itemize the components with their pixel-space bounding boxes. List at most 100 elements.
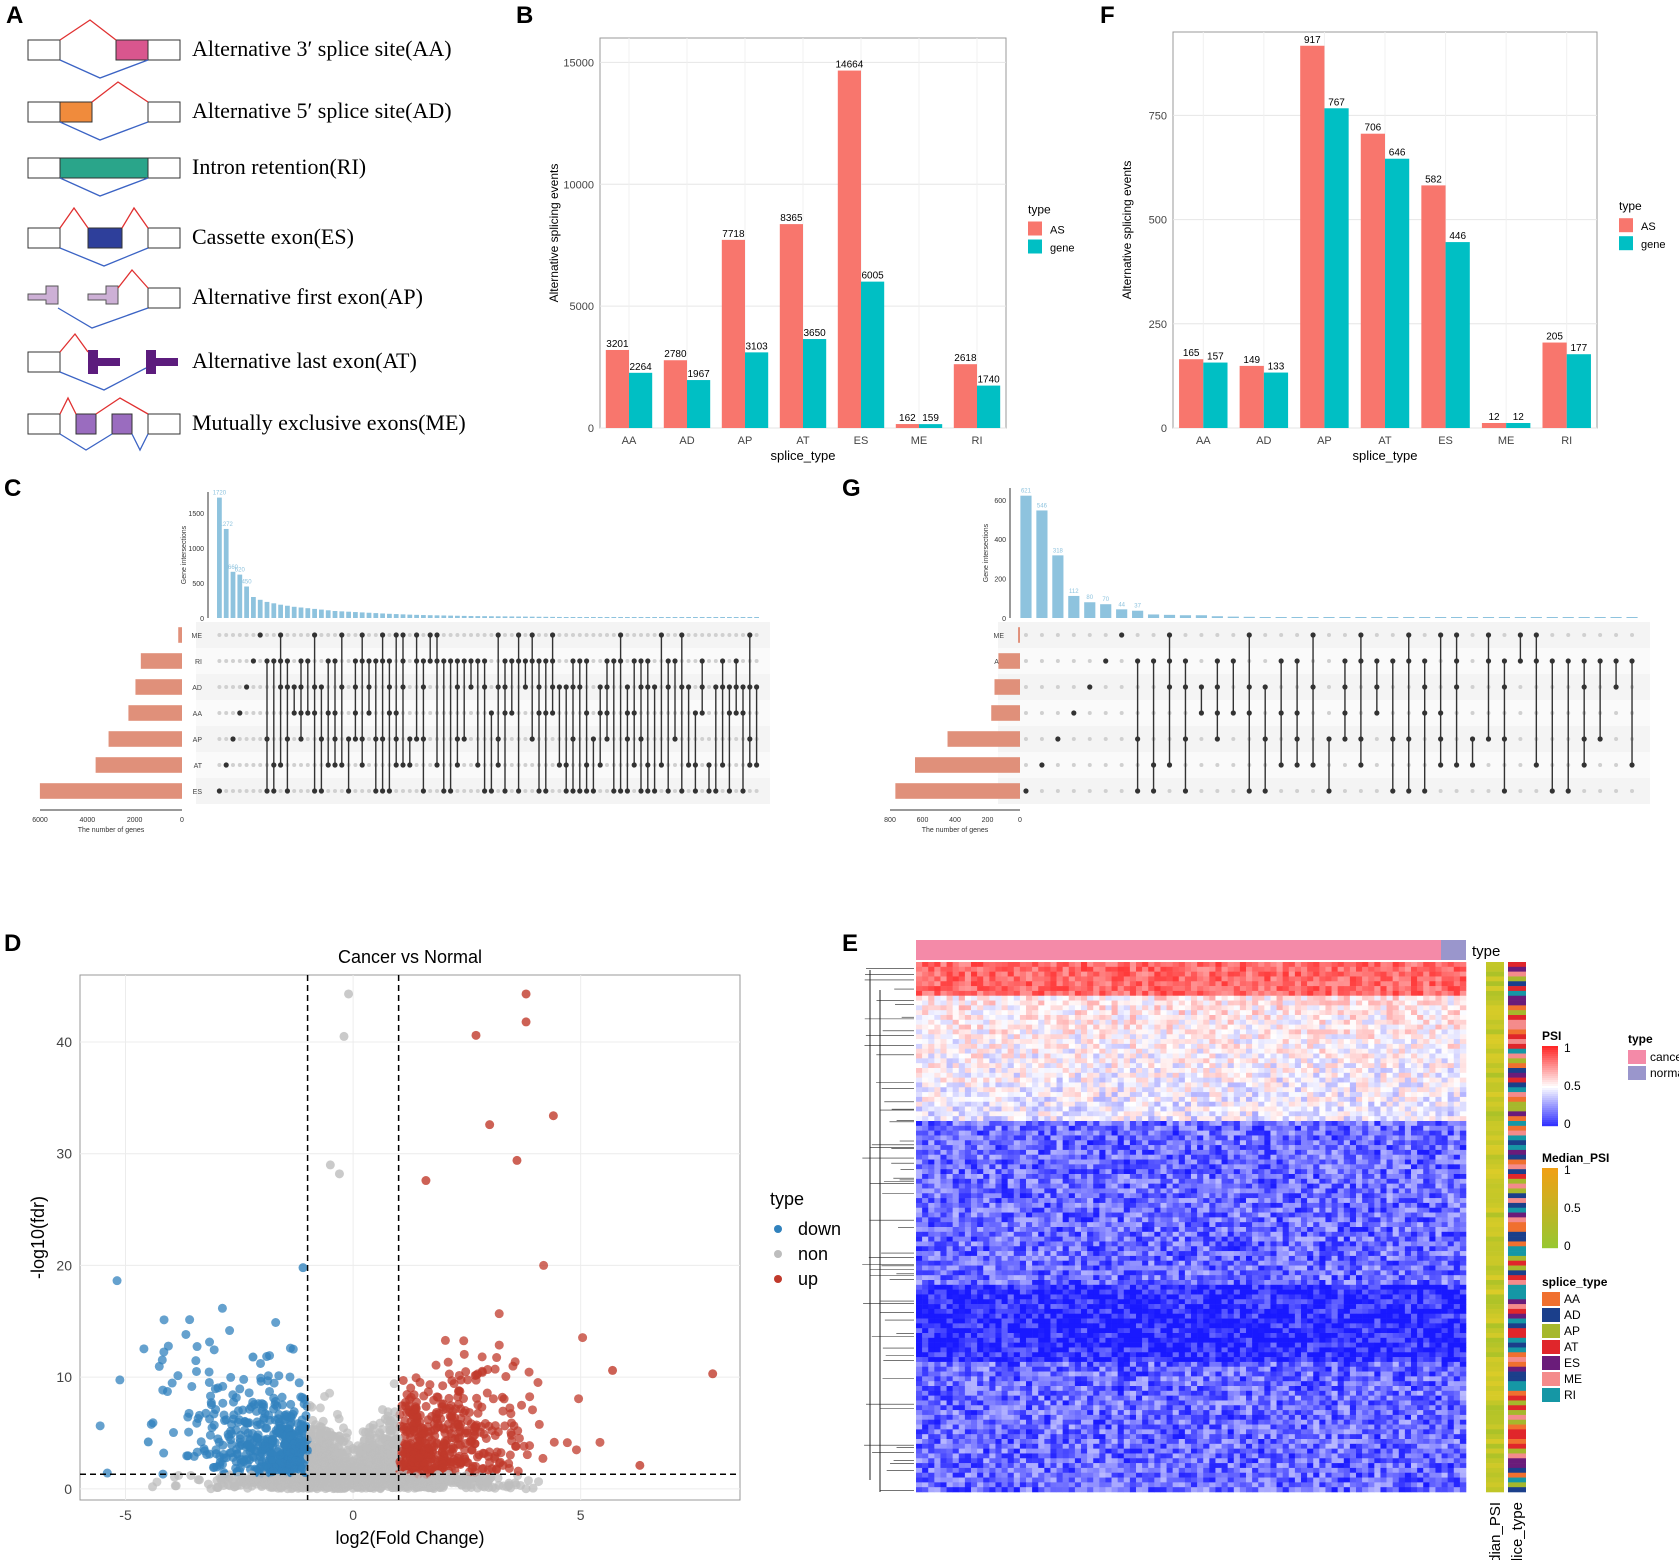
heatmap-cell xyxy=(1447,1010,1455,1016)
point-down xyxy=(226,1372,236,1382)
point-up xyxy=(525,1392,535,1402)
legend-label: AS xyxy=(1641,221,1656,233)
heatmap-cell xyxy=(1417,962,1424,968)
heatmap-cell xyxy=(1233,966,1241,972)
set-size-bar xyxy=(991,705,1020,721)
heatmap-cell xyxy=(1325,1005,1332,1011)
heatmap-cell xyxy=(1178,962,1186,968)
intersection-count: 1272 xyxy=(220,522,234,528)
intersection-count: 318 xyxy=(1053,548,1064,554)
set-axis-tick: 200 xyxy=(982,817,994,824)
heatmap-cell xyxy=(1032,1010,1039,1016)
x-tick-label: AA xyxy=(1196,435,1211,447)
heatmap-cell xyxy=(1270,990,1277,997)
intersection-bar xyxy=(380,613,385,618)
heatmap-cell xyxy=(989,962,996,968)
heatmap-cell xyxy=(1417,1000,1424,1006)
point-up xyxy=(477,1352,487,1362)
heatmap-cell xyxy=(989,976,996,982)
heatmap-cell xyxy=(1270,981,1277,987)
heatmap-cell xyxy=(1087,981,1094,987)
membership-dot xyxy=(305,763,310,767)
membership-dot xyxy=(1071,659,1076,663)
heatmap-cell xyxy=(1111,986,1118,992)
heatmap-cell xyxy=(1435,971,1442,977)
intersection-bar xyxy=(1626,617,1638,618)
heatmap-cell xyxy=(1307,986,1314,992)
heatmap-cell xyxy=(1294,1000,1302,1006)
intersection-count: 660 xyxy=(228,565,239,571)
heatmap-cell xyxy=(1001,995,1008,1001)
heatmap-cell xyxy=(1246,962,1253,968)
heatmap-cell xyxy=(1282,986,1290,992)
intersection-bar xyxy=(353,612,358,618)
point-down xyxy=(184,1408,194,1418)
heatmap-cell xyxy=(958,962,966,968)
bar-AS xyxy=(663,360,687,428)
heatmap-cell xyxy=(1252,981,1259,987)
heatmap-cell xyxy=(989,966,996,972)
junction-line xyxy=(59,332,89,353)
point-up xyxy=(446,1401,456,1411)
heatmap-cell xyxy=(1056,1015,1063,1021)
heatmap-cell xyxy=(1050,1005,1057,1011)
heatmap-cell xyxy=(1026,976,1033,982)
point-up xyxy=(521,1017,531,1027)
heatmap-cell xyxy=(1307,1005,1314,1011)
heatmap-cell xyxy=(1252,1005,1259,1011)
heatmap-cell xyxy=(1307,971,1314,977)
heatmap-cell xyxy=(1288,976,1296,982)
heatmap-cell xyxy=(1191,986,1198,992)
heatmap-cell xyxy=(1294,971,1302,977)
heatmap-cell xyxy=(1246,995,1253,1001)
intersection-bar xyxy=(264,601,270,618)
splice-schematic-panel xyxy=(27,19,181,452)
intersection-bar xyxy=(516,616,521,618)
heatmap-cell xyxy=(940,1015,947,1021)
membership-dot xyxy=(1055,789,1060,793)
heatmap-cell xyxy=(1142,1000,1149,1006)
heatmap-cell xyxy=(1032,981,1039,987)
exon-box xyxy=(147,227,181,249)
heatmap-cell xyxy=(1264,981,1271,987)
heatmap-cell xyxy=(1050,1015,1057,1021)
membership-dot xyxy=(1215,763,1220,767)
heatmap-cell xyxy=(1191,990,1198,997)
heatmap-cell xyxy=(922,1005,929,1011)
membership-dot xyxy=(543,633,548,637)
membership-dot xyxy=(224,789,229,793)
heatmap-cell xyxy=(1386,981,1393,987)
bar-AS xyxy=(1239,365,1264,428)
heatmap-cell xyxy=(1050,990,1057,997)
heatmap-cell xyxy=(964,976,972,982)
heatmap-cell xyxy=(928,966,935,972)
heatmap-cell xyxy=(1026,1005,1033,1011)
heatmap-cell xyxy=(1093,986,1100,992)
intersection-bar xyxy=(584,617,589,618)
column-annotation-cancer xyxy=(916,940,1441,960)
heatmap-cell xyxy=(1319,1000,1326,1006)
heatmap-cell xyxy=(1123,1010,1131,1016)
heatmap-cell xyxy=(1013,1015,1021,1021)
intersection-count: 80 xyxy=(1086,595,1093,601)
heatmap-cell xyxy=(1417,995,1424,1001)
heatmap-cell xyxy=(1038,1015,1045,1021)
heatmap-cell xyxy=(1258,990,1265,997)
intersection-tick: 0 xyxy=(200,616,204,623)
heatmap-cell xyxy=(1087,1010,1094,1016)
heatmap-cell xyxy=(1019,981,1027,987)
membership-dot xyxy=(1614,711,1619,715)
membership-dot xyxy=(244,684,250,690)
heatmap-cell xyxy=(1282,981,1290,987)
heatmap-cell xyxy=(1246,971,1253,977)
point-down xyxy=(201,1408,211,1418)
heatmap-cell xyxy=(1441,1000,1448,1006)
x-axis-label: log2(Fold Change) xyxy=(335,1528,484,1548)
y-tick-label: 15000 xyxy=(563,57,594,69)
heatmap-cell xyxy=(940,990,947,997)
heatmap-cell xyxy=(1093,971,1100,977)
point-non xyxy=(241,1479,251,1489)
set-label: AP xyxy=(193,737,203,744)
heatmap-cell xyxy=(1111,981,1118,987)
heatmap-cell xyxy=(983,1010,990,1016)
